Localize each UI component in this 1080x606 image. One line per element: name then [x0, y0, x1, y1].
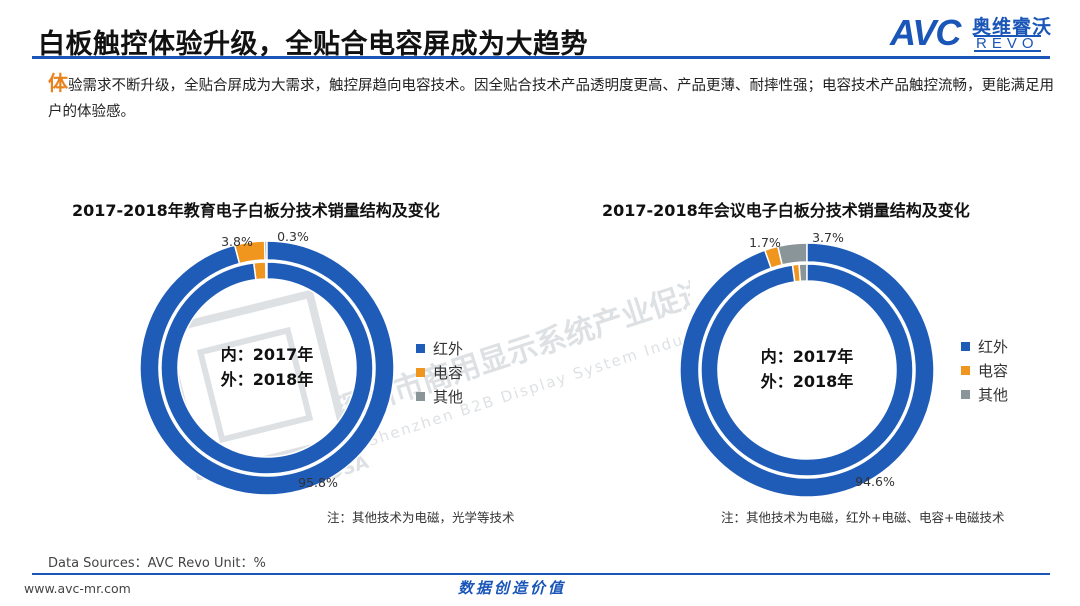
title-divider: [32, 56, 1050, 59]
logo-en-name: REVO: [974, 35, 1041, 52]
legend-label: 红外: [978, 337, 1009, 356]
center-label: 外：2018年: [760, 372, 854, 391]
center-label: 内：2017年: [221, 345, 314, 364]
slice-inner-capacitive: [252, 261, 267, 281]
slice-inner-infrared: [700, 263, 914, 477]
legend-item-capacitive: 电容: [416, 360, 463, 384]
legend-meeting: 红外 电容 其他: [961, 334, 1008, 406]
legend-label: 其他: [433, 387, 464, 406]
data-label: 3.7%: [812, 230, 844, 245]
slice-inner-infrared: [160, 261, 374, 475]
chart-note-education: 注：其他技术为电磁，光学等技术: [327, 510, 515, 525]
legend-swatch-capacitive: [416, 367, 425, 377]
data-label: 94.6%: [855, 474, 895, 489]
legend-label: 其他: [978, 385, 1009, 404]
footer-url: www.avc-mr.com: [24, 581, 131, 596]
legend-label: 电容: [433, 363, 464, 382]
logo-cn-name: 奥维睿沃: [972, 16, 1053, 38]
legend-item-infrared: 红外: [961, 334, 1008, 358]
center-label: 外：2018年: [220, 370, 314, 389]
chart-note-meeting: 注：其他技术为电磁，红外+电磁、电容+电磁技术: [721, 510, 1005, 525]
data-label: 1.7%: [749, 235, 781, 250]
center-label: 内：2017年: [761, 347, 854, 366]
slice-outer-infrared: [679, 242, 935, 498]
legend-swatch-infrared: [416, 343, 425, 353]
legend-swatch-infrared: [961, 341, 970, 351]
legend-item-other: 其他: [416, 384, 463, 408]
logo-mark: AVC: [890, 12, 961, 53]
legend-swatch-other: [961, 389, 970, 399]
description-text: 验需求不断升级，全贴合屏成为大需求，触控屏趋向电容技术。因全贴合技术产品透明度更…: [48, 78, 1054, 120]
legend-label: 红外: [433, 339, 464, 358]
chart-title-education: 2017-2018年教育电子白板分技术销量结构及变化: [72, 201, 440, 220]
footer-divider: [32, 573, 1050, 575]
slice-outer-infrared: [139, 240, 395, 496]
legend-item-capacitive: 电容: [961, 358, 1008, 382]
legend-item-infrared: 红外: [416, 336, 463, 360]
data-label: 95.8%: [298, 475, 338, 490]
slice-outer-capacitive: [763, 245, 784, 270]
data-label: 3.8%: [221, 234, 253, 249]
footer-slogan: 数据创造价值: [458, 579, 567, 597]
data-sources: Data Sources：AVC Revo Unit：%: [48, 556, 266, 571]
slice-outer-other: [776, 242, 808, 266]
page-title: 白板触控体验升级，全贴合电容屏成为大趋势: [38, 29, 588, 60]
legend-label: 电容: [978, 361, 1009, 380]
description-lead-char: 体: [48, 71, 68, 95]
slice-outer-capacitive: [233, 240, 266, 265]
avc-revo-logo: AVC 奥维睿沃 REVO: [890, 8, 1060, 54]
legend-item-other: 其他: [961, 382, 1008, 406]
description-paragraph: 体验需求不断升级，全贴合屏成为大需求，触控屏趋向电容技术。因全贴合技术产品透明度…: [48, 70, 1058, 125]
legend-education: 红外 电容 其他: [416, 336, 463, 408]
data-label: 0.3%: [277, 229, 309, 244]
legend-swatch-other: [416, 391, 425, 401]
legend-swatch-capacitive: [961, 365, 970, 375]
chart-title-meeting: 2017-2018年会议电子白板分技术销量结构及变化: [602, 201, 970, 220]
